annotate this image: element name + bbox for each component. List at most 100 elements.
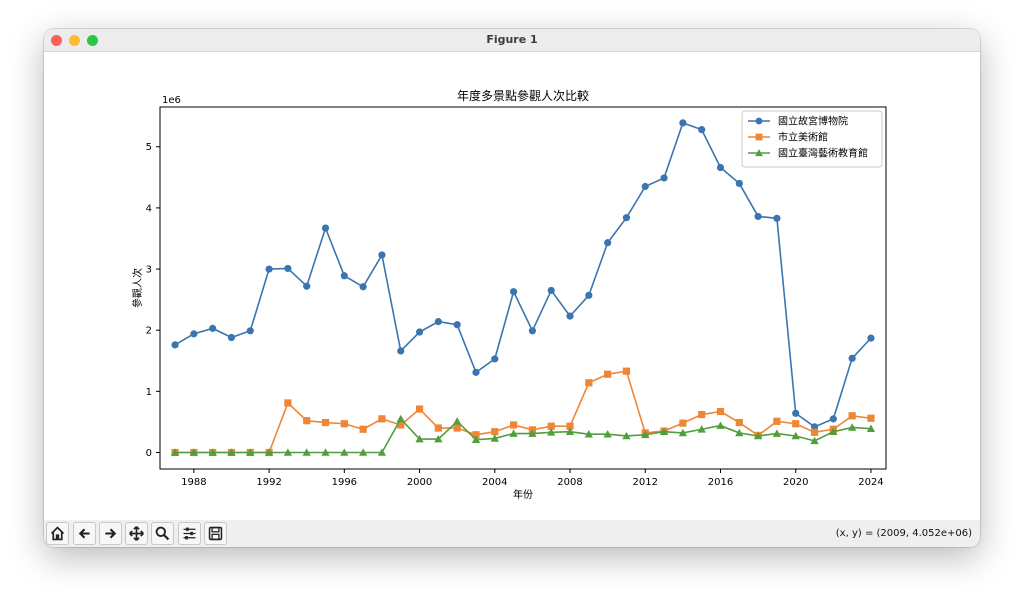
data-point <box>547 422 555 430</box>
y-axis-ticks: 0 1 2 3 4 5 <box>146 142 160 459</box>
data-point <box>678 428 688 437</box>
zoom-window-button[interactable] <box>87 35 98 46</box>
x-tick-label: 2012 <box>633 477 658 488</box>
data-point <box>641 182 649 191</box>
back-arrow-button[interactable] <box>73 522 96 545</box>
data-point <box>453 417 462 425</box>
x-axis-ticks: 1988 1992 1996 2000 2004 2008 2012 2016 2020 2024 <box>181 469 884 488</box>
series-line <box>175 370 872 454</box>
home-button[interactable] <box>46 522 69 545</box>
data-point <box>566 312 574 320</box>
data-point <box>340 272 348 280</box>
data-point <box>585 291 593 299</box>
pan-move-icon <box>129 526 144 541</box>
data-point <box>283 448 293 456</box>
data-point <box>284 264 292 273</box>
data-point <box>415 405 424 413</box>
data-point <box>303 282 311 290</box>
x-tick-label: 2024 <box>858 477 883 488</box>
forward-arrow-button[interactable] <box>99 522 122 545</box>
data-point <box>753 431 763 440</box>
window-title: Figure 1 <box>486 33 538 46</box>
data-point <box>622 214 631 222</box>
data-point <box>716 421 725 429</box>
data-point <box>359 283 367 291</box>
x-tick-label: 1996 <box>332 477 357 488</box>
y-tick-label: 5 <box>146 142 152 153</box>
x-tick-label: 1992 <box>256 477 281 488</box>
data-point <box>867 334 875 342</box>
data-point <box>679 119 687 127</box>
pan-move-button[interactable] <box>125 522 148 545</box>
data-point <box>735 428 744 437</box>
data-point <box>698 126 706 134</box>
data-point <box>264 448 274 456</box>
y-offset-label: 1e6 <box>162 95 181 106</box>
data-point <box>810 428 819 436</box>
data-point <box>509 288 518 296</box>
data-point <box>716 407 725 416</box>
data-point <box>434 434 443 443</box>
data-point <box>848 423 857 431</box>
data-point <box>565 427 575 436</box>
data-point <box>246 327 254 335</box>
chart-title: 年度多景點參觀人次比較 <box>457 88 589 103</box>
data-point <box>867 414 875 422</box>
data-point <box>491 428 499 436</box>
data-point <box>735 179 743 188</box>
title-bar: Figure 1 <box>44 29 980 52</box>
data-point <box>547 286 555 295</box>
data-point <box>660 174 668 182</box>
data-point <box>509 421 518 429</box>
x-tick-label: 2004 <box>482 477 507 488</box>
data-point <box>396 414 405 423</box>
data-point <box>679 419 687 427</box>
data-point <box>378 251 386 259</box>
data-point <box>171 341 179 349</box>
data-point <box>604 370 612 378</box>
minimize-window-button[interactable] <box>69 35 80 46</box>
data-point <box>641 430 650 439</box>
data-point <box>528 327 537 335</box>
data-point <box>509 429 518 437</box>
configure-subplots-button[interactable] <box>178 522 201 545</box>
data-point <box>227 448 236 456</box>
data-point <box>566 422 574 430</box>
data-point <box>415 328 424 336</box>
zoom-magnifier-button[interactable] <box>151 522 174 545</box>
plot-canvas[interactable]: 年度多景點參觀人次比較 1e6 年份 參觀人次 1988 1992 1996 2000… <box>44 51 980 520</box>
series-3 <box>170 414 876 456</box>
data-point <box>848 412 856 420</box>
close-window-button[interactable] <box>51 35 62 46</box>
y-tick-label: 3 <box>146 265 152 276</box>
zoom-magnifier-icon <box>155 526 170 541</box>
data-point <box>866 424 876 432</box>
data-point <box>453 424 461 432</box>
data-point <box>791 431 800 440</box>
series-2 <box>171 367 875 457</box>
data-point <box>321 224 330 232</box>
data-point <box>810 436 819 445</box>
legend-label: 市立美術館 <box>778 131 828 144</box>
legend-label: 國立故宮博物院 <box>778 115 848 128</box>
data-point <box>321 448 330 456</box>
data-point <box>303 417 311 425</box>
data-point <box>471 435 481 443</box>
data-point <box>603 430 612 438</box>
data-point <box>622 367 631 375</box>
data-point <box>472 431 480 439</box>
series-line <box>175 417 872 454</box>
data-point <box>378 415 386 423</box>
x-tick-label: 2016 <box>708 477 733 488</box>
save-figure-button[interactable] <box>204 522 227 545</box>
configure-subplots-icon <box>183 527 196 540</box>
data-point <box>397 421 405 429</box>
y-tick-label: 1 <box>146 387 152 398</box>
data-point <box>792 409 800 417</box>
data-point <box>321 418 330 427</box>
figure-window: Figure 1 年度多景點參觀人次比較 1e6 年份 參觀人次 1988 199… <box>44 29 980 547</box>
data-point <box>755 133 763 141</box>
data-point <box>585 379 593 387</box>
data-point <box>472 368 480 376</box>
